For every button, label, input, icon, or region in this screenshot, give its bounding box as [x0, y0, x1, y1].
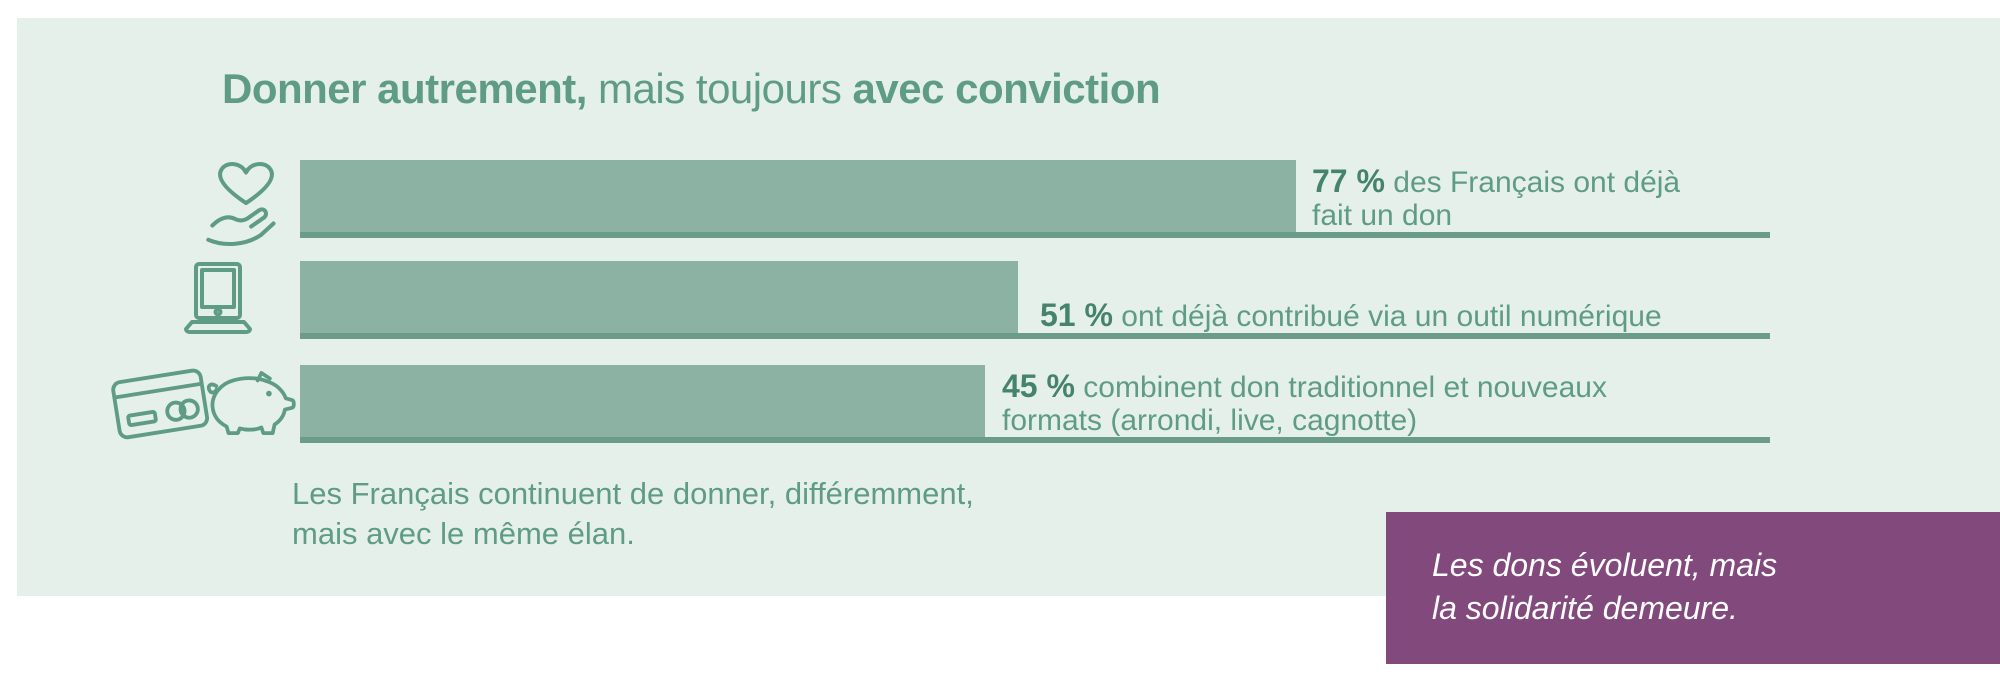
bar-77-label: 77 % des Français ont déjà fait un don	[1312, 163, 1792, 233]
bar-51-baseline	[300, 333, 1770, 339]
bar-77-text-line1: des Français ont déjà	[1393, 166, 1681, 199]
callout-line1: Les dons évoluent, mais	[1432, 547, 1778, 583]
chart-title: Donner autrement, mais toujours avec con…	[222, 64, 1161, 114]
bar-51-text-line1: ont déjà contribué via un outil numériqu…	[1121, 300, 1662, 333]
heart-in-hand-icon	[206, 162, 276, 247]
callout-line2: la solidarité demeure.	[1432, 590, 1738, 626]
bar-45-value: 45 %	[1002, 368, 1075, 404]
title-bold-2: avec conviction	[852, 65, 1161, 112]
bar-45-text-line2: formats (arrondi, live, cagnotte)	[1002, 404, 1418, 437]
bar-77-value: 77 %	[1312, 163, 1385, 199]
title-regular: mais toujours	[586, 65, 853, 112]
title-bold-1: Donner autrement,	[222, 65, 587, 112]
bar-51-percent	[300, 261, 1018, 333]
bar-51-label: 51 % ont déjà contribué via un outil num…	[1040, 297, 1800, 334]
footnote-line1: Les Français continuent de donner, diffé…	[292, 476, 974, 511]
bar-45-label: 45 % combinent don traditionnel et nouve…	[1002, 368, 1742, 438]
credit-card-icon	[111, 368, 210, 440]
callout-box: Les dons évoluent, mais la solidarité de…	[1386, 512, 2000, 664]
bar-51-value: 51 %	[1040, 297, 1113, 333]
footnote: Les Français continuent de donner, diffé…	[292, 474, 974, 554]
callout-text: Les dons évoluent, mais la solidarité de…	[1432, 544, 2000, 630]
bar-77-baseline	[300, 232, 1770, 238]
bar-45-baseline	[300, 437, 1770, 443]
laptop-icon	[184, 262, 252, 334]
bar-77-percent	[300, 160, 1296, 232]
bar-45-text-line1: combinent don traditionnel et nouveaux	[1083, 371, 1607, 404]
bar-77-text-line2: fait un don	[1312, 199, 1453, 232]
bar-45-percent	[300, 365, 985, 437]
footnote-line2: mais avec le même élan.	[292, 516, 635, 551]
piggy-bank-icon	[206, 371, 296, 435]
